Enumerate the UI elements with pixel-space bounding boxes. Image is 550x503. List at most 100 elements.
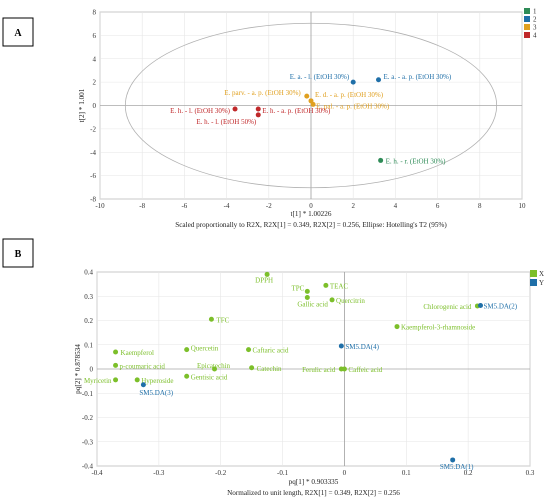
data-point	[450, 457, 456, 463]
x-tick-label: -8	[139, 202, 145, 210]
axis-caption: Scaled proportionally to R2X, R2X[1] = 0…	[175, 221, 447, 229]
x-tick-label: 0	[343, 469, 347, 477]
panel-b-label: B	[15, 249, 22, 260]
data-point	[310, 101, 316, 107]
data-point	[378, 157, 384, 163]
legend-swatch	[524, 8, 530, 14]
data-point	[232, 106, 238, 112]
point-label: p-coumaric acid	[120, 362, 166, 370]
point-label: SM5.DA(1)	[440, 463, 474, 471]
x-tick-label: -4	[224, 202, 230, 210]
panel-a-label: A	[14, 28, 22, 39]
data-point	[329, 297, 335, 303]
x-tick-label: 0.3	[526, 469, 535, 477]
y-tick-label: 0.4	[84, 269, 93, 277]
point-label: Ferulic acid	[302, 366, 336, 374]
point-label: E. a. - a. p. (EtOH 30%)	[384, 73, 452, 81]
y-tick-label: -8	[90, 196, 96, 204]
point-label: SM5.DA(4)	[345, 343, 379, 351]
point-label: E. h. - l. (EtOH 30%)	[170, 107, 231, 115]
legend-swatch	[524, 32, 530, 38]
x-tick-label: -6	[181, 202, 187, 210]
y-axis-label: pq[2] * 0.878534	[74, 344, 82, 394]
legend-label: X	[539, 270, 544, 278]
data-point	[264, 271, 270, 277]
point-label: Gentisic acid	[191, 373, 228, 381]
data-point	[304, 93, 310, 99]
y-tick-label: -0.1	[82, 390, 94, 398]
x-tick-label: 8	[478, 202, 482, 210]
data-point	[350, 79, 356, 85]
data-point	[208, 316, 214, 322]
y-tick-label: 4	[93, 55, 97, 63]
point-label: Caffeic acid	[348, 366, 382, 374]
data-point	[184, 347, 190, 353]
y-tick-label: 0.1	[84, 341, 93, 349]
legend-label: Y	[539, 279, 544, 287]
x-axis-label: t[1] * 1.00226	[291, 210, 332, 218]
x-tick-label: 10	[519, 202, 527, 210]
panel-b-label-box: B	[2, 238, 34, 268]
data-point	[478, 302, 484, 308]
point-label: Kaempferol-3-rhamnoside	[401, 324, 475, 332]
point-label: SM5.DA(3)	[139, 389, 173, 397]
point-label: TFC	[216, 316, 229, 324]
axis-caption: Normalized to unit length, R2X[1] = 0.34…	[227, 489, 400, 497]
x-tick-label: -10	[95, 202, 105, 210]
x-tick-label: -0.3	[153, 469, 165, 477]
loading-plot: -0.4 -0.3 -0.2 -0.1 0 0.1 0.2 0.3 0.4 0.3 0.2 0.1 0 -…	[74, 269, 544, 498]
x-tick-label: -0.1	[277, 469, 289, 477]
y-tick-label: 0	[90, 366, 94, 374]
panel-a-label-box: A	[2, 17, 34, 47]
data-point	[140, 382, 146, 388]
point-label: Kaempferol	[121, 349, 154, 357]
point-label: Catechin	[257, 365, 282, 373]
data-point	[249, 365, 255, 371]
x-tick-label: -2	[266, 202, 272, 210]
y-tick-label: -4	[90, 149, 96, 157]
legend-label: 1	[533, 8, 537, 16]
point-label: TEAC	[330, 282, 349, 290]
point-label: Hyperoside	[141, 377, 173, 385]
y-tick-label: 0.3	[84, 293, 93, 301]
point-label: DPPH	[255, 276, 273, 284]
point-label: Gallic acid	[297, 300, 328, 308]
point-label: E. h. - a. p. (EtOH 30%)	[262, 107, 331, 115]
data-point	[304, 288, 310, 294]
legend-swatch	[524, 24, 530, 30]
data-point	[113, 362, 119, 368]
point-label: Myricetin	[84, 377, 112, 385]
x-tick-label: -0.2	[215, 469, 227, 477]
data-point	[338, 343, 344, 349]
y-tick-label: 2	[93, 79, 97, 87]
data-point	[184, 373, 190, 379]
x-tick-label: 0.1	[402, 469, 411, 477]
point-label: Quercetin	[191, 345, 219, 353]
data-point	[212, 366, 218, 372]
legend-label: 2	[533, 16, 537, 24]
y-tick-label: -0.4	[82, 463, 94, 471]
point-label: TPC	[291, 284, 304, 292]
x-tick-label: 4	[394, 202, 398, 210]
point-label: E. parv. - a. p. (EtOH 30%)	[224, 89, 301, 97]
y-tick-label: -0.3	[82, 438, 94, 446]
y-tick-label: 8	[93, 9, 97, 17]
point-label: E. h. - r. (EtOH 30%)	[386, 157, 447, 165]
legend-label: 4	[533, 32, 537, 40]
x-tick-label: 6	[436, 202, 440, 210]
point-label: E. d. - a. p. (EtOH 30%)	[315, 91, 384, 99]
hotelling-ellipse	[124, 22, 498, 189]
x-tick-label: 0	[309, 202, 313, 210]
x-axis-label: pq[1] * 0.903335	[289, 478, 339, 486]
x-tick-label: -0.4	[91, 469, 103, 477]
legend-label: 3	[533, 24, 537, 32]
y-tick-label: 0.2	[84, 317, 93, 325]
point-label: SM5.DA(2)	[484, 302, 518, 310]
y-tick-label: -0.2	[82, 414, 94, 422]
y-tick-label: 6	[93, 32, 97, 40]
data-point	[113, 349, 119, 355]
data-point	[376, 77, 382, 83]
point-label: Quercitrin	[336, 297, 365, 305]
data-point	[394, 324, 400, 330]
